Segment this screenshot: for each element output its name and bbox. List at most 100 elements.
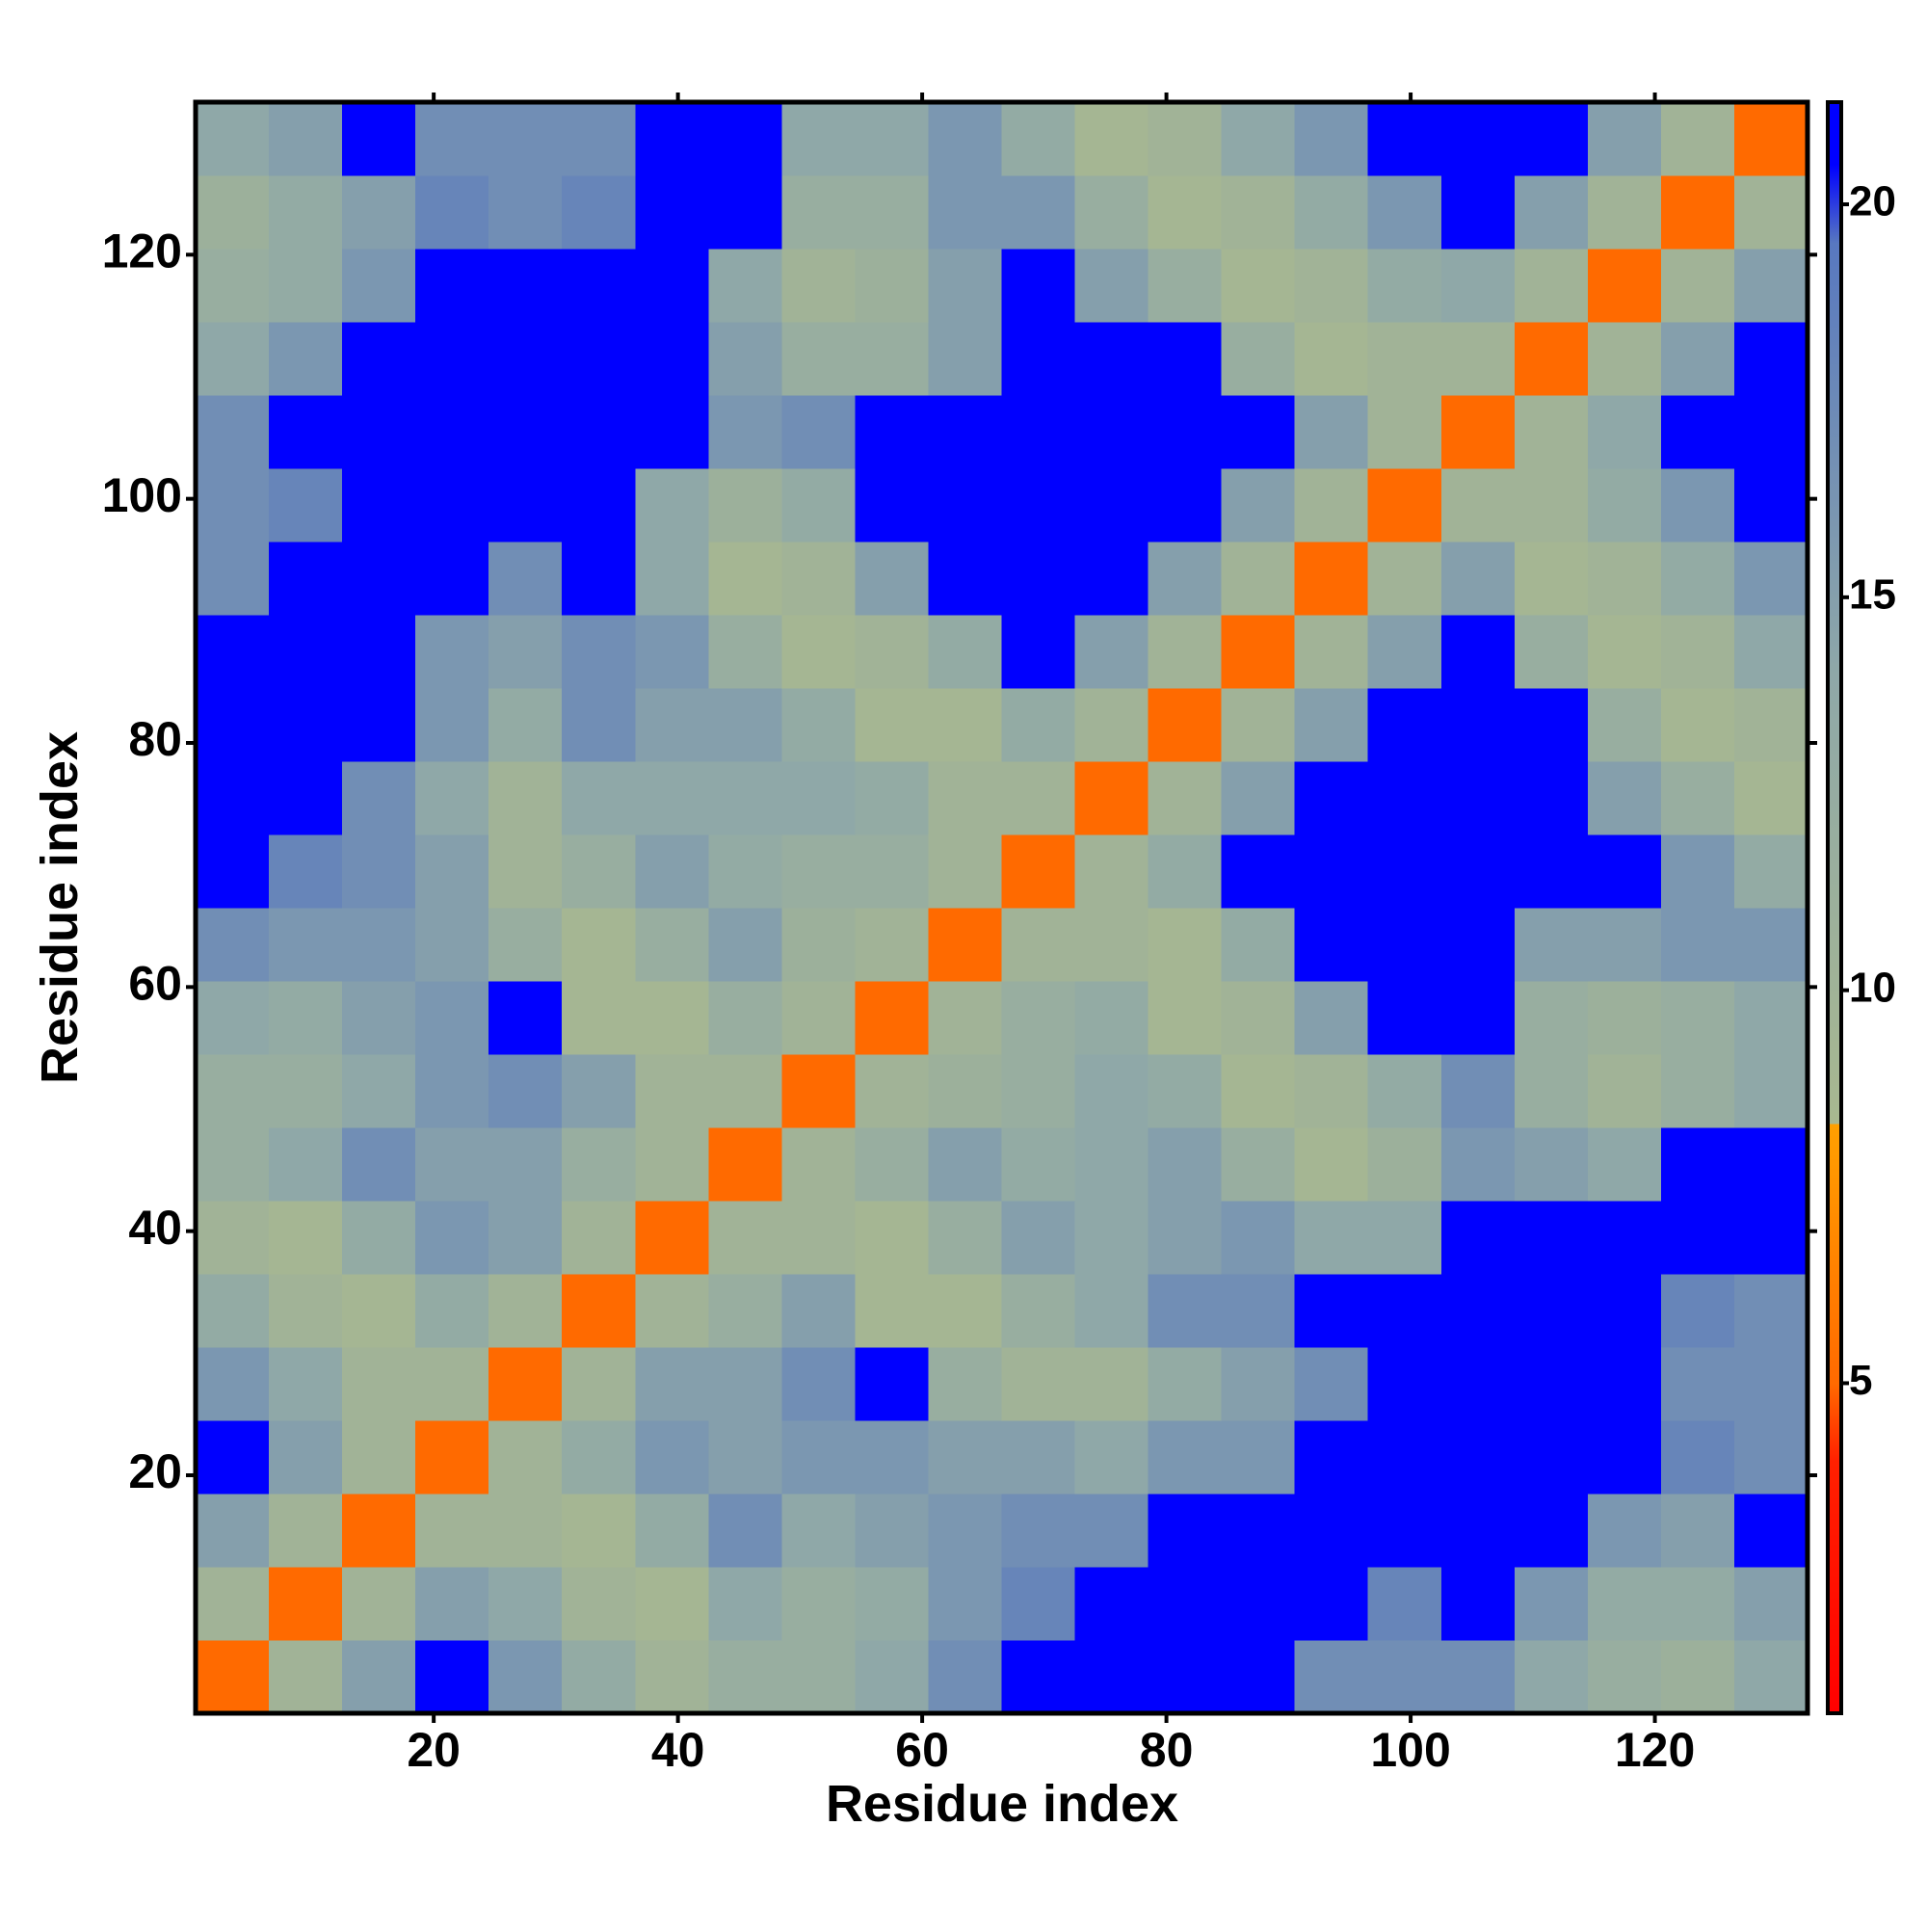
heatmap-cell (781, 615, 857, 689)
heatmap-cell (928, 981, 1003, 1055)
heatmap-cell (1514, 688, 1589, 762)
heatmap-cell (1440, 1640, 1516, 1714)
heatmap-cell (635, 1201, 709, 1275)
heatmap-cell (1074, 249, 1149, 323)
heatmap-cell (1001, 908, 1076, 982)
heatmap-cell (1440, 395, 1516, 469)
heatmap-cell (1440, 908, 1516, 982)
heatmap-cell (1148, 1420, 1223, 1495)
heatmap-cell (1294, 1567, 1369, 1641)
heatmap-cell (415, 688, 489, 762)
heatmap-cell (562, 249, 636, 323)
heatmap-cell (415, 1274, 489, 1348)
heatmap-cell (1294, 1127, 1369, 1202)
heatmap-cell (1001, 1567, 1076, 1641)
heatmap-cell (1221, 1494, 1296, 1568)
heatmap-cell (1660, 1347, 1735, 1421)
heatmap-cell (1660, 175, 1735, 250)
x-axis-label: Residue index (826, 1775, 1178, 1833)
heatmap-cell (1074, 1201, 1149, 1275)
heatmap-cell (1294, 1274, 1369, 1348)
x-tick-label: 20 (407, 1723, 461, 1777)
heatmap-cell (855, 981, 930, 1055)
heatmap-cell (928, 1127, 1003, 1202)
heatmap-cell (415, 1494, 489, 1568)
heatmap-cell (1587, 1420, 1662, 1495)
heatmap-cell (1514, 1054, 1589, 1128)
heatmap-cell (342, 395, 416, 469)
heatmap-cell (342, 688, 416, 762)
heatmap-cell (1148, 688, 1223, 762)
heatmap-cell (1587, 1274, 1662, 1348)
heatmap-cell (1074, 981, 1149, 1055)
heatmap-cell (562, 688, 636, 762)
heatmap-cell (635, 1127, 709, 1202)
heatmap-cell (269, 908, 343, 982)
heatmap-cell (1221, 688, 1296, 762)
heatmap-cell (1733, 1640, 1808, 1714)
heatmap-cell (1294, 981, 1369, 1055)
heatmap-cell (342, 834, 416, 909)
heatmap-cell (1440, 1347, 1516, 1421)
heatmap-cell (562, 1640, 636, 1714)
heatmap-cell (635, 1054, 709, 1128)
heatmap-cell (1367, 688, 1442, 762)
heatmap-cell (1221, 761, 1296, 835)
heatmap-cell (342, 1640, 416, 1714)
heatmap-cell (342, 1274, 416, 1348)
heatmap-cell (635, 175, 709, 250)
heatmap-cell (1221, 908, 1296, 982)
heatmap-cell (1221, 102, 1296, 176)
heatmap-cell (1514, 1274, 1589, 1348)
heatmap-cell (781, 1420, 857, 1495)
heatmap-cell (928, 688, 1003, 762)
heatmap-cell (1514, 615, 1589, 689)
heatmap-cell (1148, 1127, 1223, 1202)
heatmap-cell (1514, 1640, 1589, 1714)
heatmap-cell (269, 615, 343, 689)
heatmap-cell (1440, 1420, 1516, 1495)
heatmap-cell (1294, 1640, 1369, 1714)
heatmap-cell (1514, 761, 1589, 835)
heatmap-cell (855, 322, 930, 396)
heatmap-cell (1440, 1054, 1516, 1128)
heatmap-cell (855, 688, 930, 762)
heatmap-cell (928, 615, 1003, 689)
heatmap-cell (1294, 688, 1369, 762)
heatmap-cell (928, 175, 1003, 250)
heatmap-cell (781, 395, 857, 469)
heatmap-cell (196, 1201, 270, 1275)
heatmap-cell (1148, 1274, 1223, 1348)
heatmap-cell (1587, 834, 1662, 909)
heatmap-cell (1074, 542, 1149, 616)
heatmap-cell (1294, 1494, 1369, 1568)
heatmap-cell (1148, 1567, 1223, 1641)
heatmap-cell (855, 1567, 930, 1641)
heatmap-cell (488, 615, 563, 689)
heatmap-cell (1221, 834, 1296, 909)
heatmap-cell (781, 468, 857, 543)
heatmap-cell (1440, 1274, 1516, 1348)
heatmap-cell (1660, 1640, 1735, 1714)
heatmap-cell (562, 1494, 636, 1568)
heatmap-cell (1001, 1054, 1076, 1128)
heatmap-cell (1367, 1420, 1442, 1495)
heatmap-cell (1367, 981, 1442, 1055)
heatmap-cell (1660, 1494, 1735, 1568)
heatmap-cell (1660, 468, 1735, 543)
heatmap-cell (1074, 1347, 1149, 1421)
heatmap-cell (1074, 688, 1149, 762)
heatmap-cell (488, 1274, 563, 1348)
heatmap-cell (1001, 1420, 1076, 1495)
heatmap-cell (1367, 1494, 1442, 1568)
heatmap-cell (269, 1494, 343, 1568)
heatmap-cell (1221, 1274, 1296, 1348)
heatmap-cell (488, 1567, 563, 1641)
heatmap-cell (1294, 322, 1369, 396)
heatmap-cell (1587, 1201, 1662, 1275)
heatmap-cell (1440, 1201, 1516, 1275)
heatmap-cell (635, 1274, 709, 1348)
heatmap-cell (415, 175, 489, 250)
heatmap-cell (781, 1201, 857, 1275)
heatmap-cell (928, 468, 1003, 543)
